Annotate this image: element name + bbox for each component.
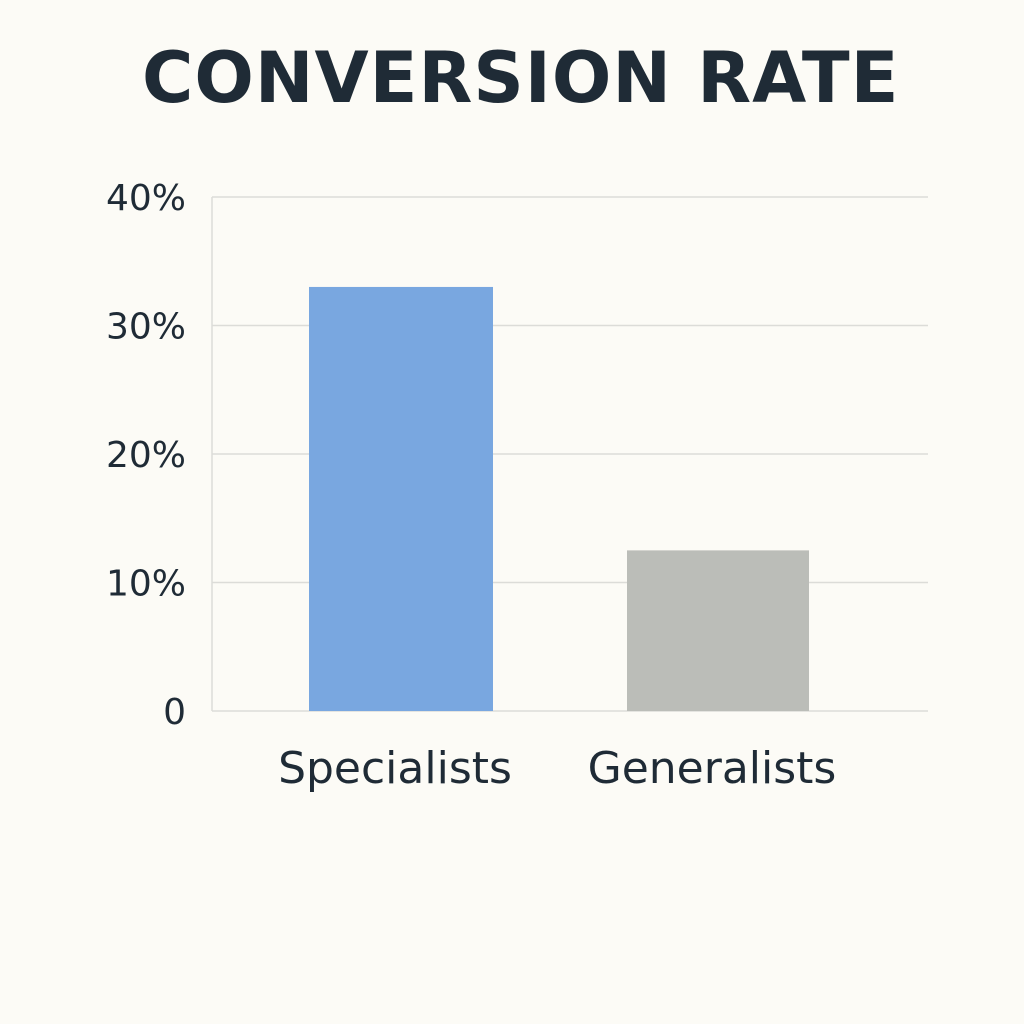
y-tick-label: 10% [106, 564, 186, 605]
x-category-label: Specialists [278, 743, 512, 794]
bar-generalists [627, 550, 809, 711]
y-tick-label: 20% [106, 435, 186, 476]
x-category-label: Generalists [588, 743, 837, 794]
y-tick-label: 30% [106, 307, 186, 348]
chart-title: CONVERSION RATE [142, 37, 900, 119]
bar-specialists [309, 286, 493, 711]
y-tick-label: 0 [163, 692, 186, 733]
y-tick-label: 40% [106, 178, 186, 219]
